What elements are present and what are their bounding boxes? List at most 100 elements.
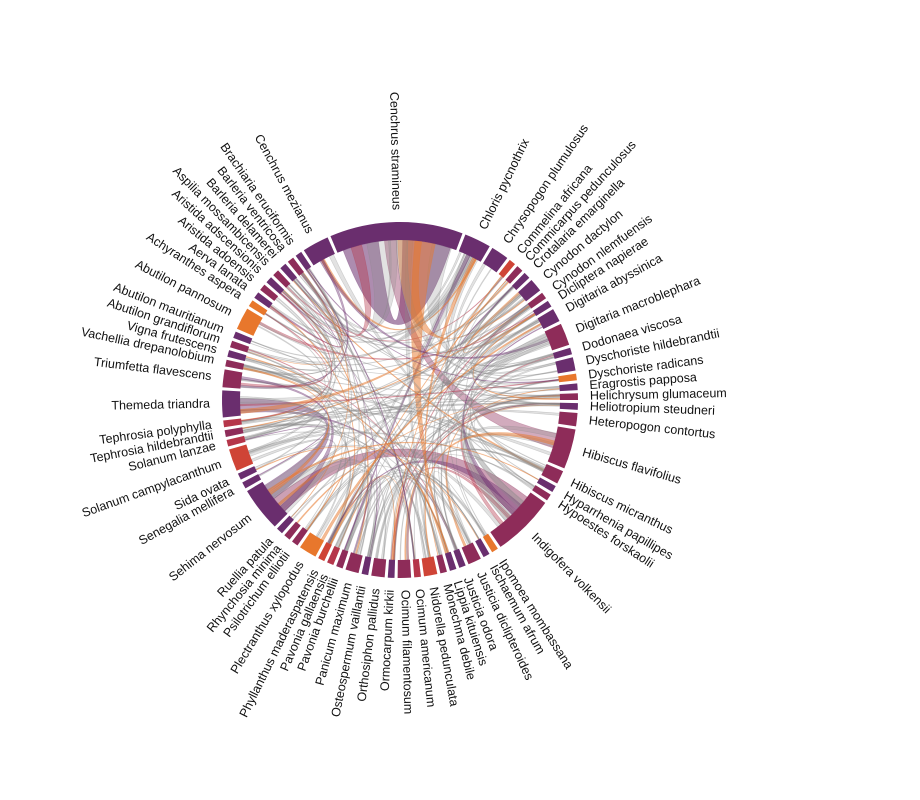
- links-layer: [239, 239, 561, 561]
- node-label: Helichrysum glumaceum: [590, 386, 727, 403]
- link-ribbon: [437, 285, 514, 551]
- arc-segment: [505, 266, 523, 284]
- arc-segment: [237, 466, 257, 480]
- arc-segment: [266, 277, 285, 295]
- link-ribbon: [290, 465, 459, 550]
- arc-segment: [371, 557, 387, 578]
- link-ribbon: [329, 306, 532, 545]
- arc-segment: [236, 308, 263, 336]
- link-ribbon: [406, 393, 561, 561]
- arc-segment: [247, 481, 288, 527]
- arc-segment: [222, 369, 243, 389]
- link-ribbon: [474, 404, 561, 481]
- link-ribbon: [366, 478, 415, 560]
- arc-segment: [518, 279, 541, 302]
- link-ribbon: [277, 457, 348, 531]
- arc-segment: [280, 263, 298, 282]
- arc-segment: [536, 477, 556, 493]
- arc-segment: [490, 492, 546, 547]
- arc-segment: [260, 284, 279, 302]
- link-ribbon: [306, 470, 378, 558]
- link-ribbon: [335, 453, 536, 548]
- link-ribbon: [244, 303, 529, 372]
- link-ribbon: [242, 366, 450, 554]
- link-ribbon: [479, 389, 561, 398]
- node-label: Themeda triandra: [111, 396, 210, 412]
- link-ribbon: [305, 470, 373, 556]
- link-ribbon: [280, 255, 474, 340]
- node-label: Indigofera volkensii: [529, 530, 614, 616]
- link-ribbon: [343, 476, 381, 558]
- arc-segment: [327, 545, 341, 566]
- link-ribbon: [300, 239, 398, 330]
- link-ribbon: [268, 306, 428, 559]
- link-ribbon: [281, 244, 372, 337]
- arc-segment: [361, 556, 372, 576]
- link-ribbon: [380, 474, 480, 560]
- arc-segment: [558, 411, 578, 427]
- arc-segment: [498, 259, 516, 278]
- arc-segment: [273, 270, 291, 288]
- arc-segment: [421, 556, 438, 577]
- arc-segment: [527, 292, 547, 309]
- link-ribbon: [462, 326, 543, 515]
- node-label: Ocimum filamentosum: [398, 590, 415, 715]
- link-ribbon: [330, 469, 487, 545]
- arc-segment: [225, 359, 245, 370]
- link-ribbon: [424, 432, 556, 558]
- arc-segment: [541, 464, 564, 484]
- arc-segment: [284, 521, 301, 540]
- link-ribbon: [469, 340, 551, 491]
- link-ribbon: [244, 305, 531, 440]
- link-ribbon: [242, 402, 561, 434]
- link-ribbon: [242, 395, 561, 430]
- arc-segment: [483, 247, 508, 273]
- link-ribbon: [239, 402, 546, 471]
- link-ribbon: [246, 351, 347, 538]
- arc-segment: [453, 548, 466, 568]
- link-ribbon: [269, 273, 345, 347]
- arc-segment: [461, 542, 481, 565]
- arc-segment: [227, 350, 247, 362]
- node-label: Heteropogon contortus: [588, 413, 716, 441]
- arc-segment: [397, 559, 412, 578]
- arc-segment: [242, 474, 262, 489]
- arc-segment: [224, 427, 244, 437]
- arc-segment: [558, 373, 577, 383]
- link-ribbon: [406, 402, 561, 561]
- arcs-layer: [221, 221, 578, 578]
- link-ribbon: [243, 364, 323, 441]
- link-ribbon: [240, 378, 561, 406]
- arc-segment: [318, 542, 332, 562]
- arc-segment: [552, 347, 573, 359]
- link-ribbon: [413, 332, 548, 560]
- node-label: Cenchrus stramineus: [387, 92, 404, 210]
- arc-segment: [458, 234, 490, 262]
- link-ribbon: [244, 359, 369, 556]
- arc-segment: [287, 257, 304, 276]
- link-ribbon: [455, 403, 561, 535]
- arc-segment: [475, 538, 490, 558]
- arc-segment: [412, 558, 421, 578]
- link-ribbon: [453, 262, 554, 366]
- link-ribbon: [461, 336, 549, 521]
- arc-segment: [387, 559, 396, 578]
- arc-segment: [233, 331, 253, 345]
- arc-segment: [223, 418, 242, 428]
- link-ribbon: [300, 273, 352, 530]
- arc-segment: [532, 485, 551, 501]
- arc-segment: [537, 309, 560, 330]
- arc-segment: [248, 300, 268, 316]
- arc-segment: [291, 527, 308, 546]
- link-ribbon: [241, 402, 561, 425]
- arc-segment: [532, 300, 552, 316]
- arc-segment: [300, 532, 324, 557]
- node-label: Hibiscus flavifolius: [581, 445, 683, 487]
- arc-segment: [226, 435, 246, 447]
- arc-segment: [295, 251, 312, 271]
- link-ribbon: [255, 313, 331, 471]
- link-ribbon: [375, 403, 561, 559]
- link-ribbon: [292, 305, 531, 520]
- link-ribbon: [466, 306, 537, 356]
